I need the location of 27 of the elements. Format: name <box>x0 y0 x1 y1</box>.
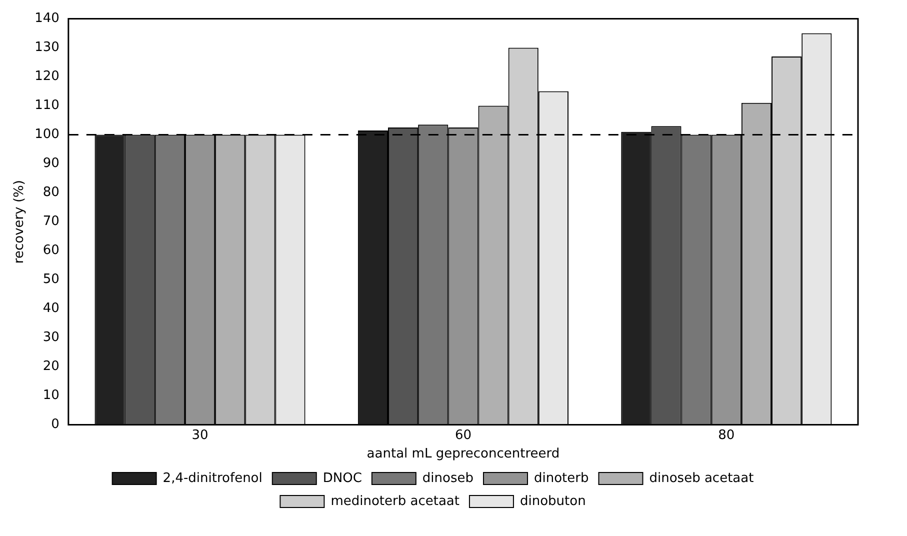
y-tick-label: 80 <box>42 185 60 200</box>
y-tick-label: 110 <box>34 98 60 114</box>
y-tick-label: 130 <box>34 40 60 56</box>
x-tick-label: 80 <box>718 428 735 443</box>
legend-label: DNOC <box>322 470 362 486</box>
x-tick-label: 60 <box>454 428 472 443</box>
legend-label: dinoseb acetaat <box>649 470 754 486</box>
x-axis-title: aantal mL gepreconcentreerd <box>366 446 560 462</box>
y-tick-label: 140 <box>34 11 60 26</box>
y-tick-label: 0 <box>51 417 60 432</box>
y-tick-label: 60 <box>42 243 60 258</box>
legend-label: dinoterb <box>534 470 589 486</box>
y-tick-label: 70 <box>42 214 60 230</box>
x-tick-label: 30 <box>192 428 208 443</box>
y-tick-label: 30 <box>42 330 60 346</box>
y-tick-label: 90 <box>42 156 60 172</box>
y-tick-label: 50 <box>42 272 60 288</box>
y-axis-title: recovery (%) <box>12 180 28 264</box>
y-tick-label: 20 <box>42 359 60 374</box>
y-tick-label: 120 <box>34 69 60 84</box>
legend-label: dinobuton <box>520 494 586 509</box>
legend-label: medinoterb acetaat <box>330 494 460 509</box>
y-tick-label: 100 <box>34 127 60 142</box>
legend-label: 2,4-dinitrofenol <box>162 470 262 486</box>
legend-label: dinoseb <box>422 470 474 486</box>
y-tick-label: 10 <box>42 388 60 404</box>
y-tick-label: 40 <box>42 301 60 316</box>
